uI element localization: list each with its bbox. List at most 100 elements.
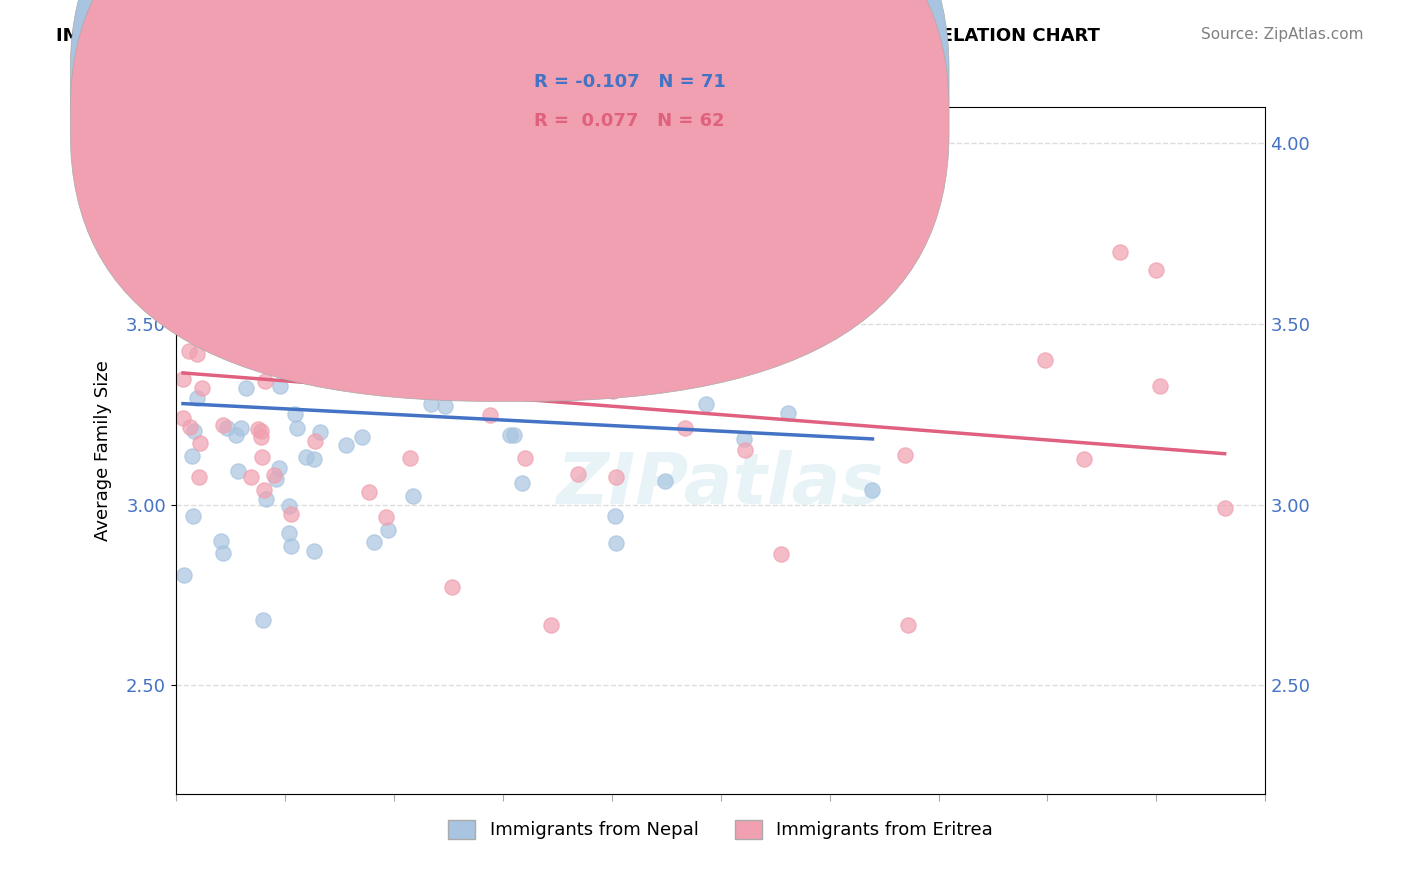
Point xyxy=(226,464,249,478)
Point xyxy=(250,424,273,438)
Point xyxy=(1033,352,1056,367)
Point xyxy=(530,341,553,355)
Text: IMMIGRANTS FROM NEPAL VS IMMIGRANTS FROM ERITREA AVERAGE FAMILY SIZE CORRELATION: IMMIGRANTS FROM NEPAL VS IMMIGRANTS FROM… xyxy=(56,27,1099,45)
Point xyxy=(297,301,319,316)
Point xyxy=(273,334,295,349)
Point xyxy=(283,300,305,314)
Point xyxy=(308,425,330,439)
Point xyxy=(363,535,385,549)
Point xyxy=(1213,500,1236,515)
Point xyxy=(335,437,357,451)
Text: ZIPatlas: ZIPatlas xyxy=(557,450,884,519)
Point xyxy=(304,451,326,466)
Point xyxy=(713,340,735,354)
Point xyxy=(598,350,620,364)
Point xyxy=(464,285,486,299)
Point xyxy=(283,314,305,328)
Point xyxy=(605,469,627,483)
Point xyxy=(253,299,276,313)
Point xyxy=(505,381,527,395)
Point xyxy=(217,324,239,338)
Point xyxy=(402,489,425,503)
Point xyxy=(256,492,278,507)
Point xyxy=(1109,244,1132,259)
Point xyxy=(384,337,406,351)
Point xyxy=(420,397,443,411)
Point xyxy=(267,461,290,475)
Point xyxy=(264,472,287,486)
Point xyxy=(180,449,202,463)
Text: Source: ZipAtlas.com: Source: ZipAtlas.com xyxy=(1201,27,1364,42)
Point xyxy=(204,305,226,319)
Point xyxy=(332,281,354,295)
Point xyxy=(734,443,756,458)
Point xyxy=(346,311,368,326)
Point xyxy=(271,282,294,296)
Point xyxy=(368,367,391,381)
Point xyxy=(294,450,316,464)
Point xyxy=(186,190,209,204)
Point xyxy=(252,613,274,627)
Point xyxy=(603,508,626,523)
Point xyxy=(181,508,204,523)
Point xyxy=(209,534,232,549)
Text: R =  0.077   N = 62: R = 0.077 N = 62 xyxy=(534,112,725,130)
Point xyxy=(377,524,399,538)
Point xyxy=(1073,452,1095,467)
Point xyxy=(457,301,479,315)
Point xyxy=(413,334,436,348)
Point xyxy=(198,145,221,159)
Point xyxy=(312,267,335,281)
Point xyxy=(250,430,273,444)
Point xyxy=(307,371,329,385)
Point xyxy=(322,358,344,372)
Point xyxy=(510,476,533,491)
Point xyxy=(776,406,799,420)
Point xyxy=(467,383,489,397)
Point xyxy=(172,204,194,219)
Point xyxy=(733,433,755,447)
Point xyxy=(229,420,252,434)
Point xyxy=(211,417,233,432)
Point xyxy=(225,428,247,442)
Point xyxy=(399,382,422,396)
Point xyxy=(399,450,422,465)
Point xyxy=(179,154,201,169)
Point xyxy=(194,201,217,215)
Point xyxy=(441,581,464,595)
Point xyxy=(352,430,374,444)
Point xyxy=(187,469,209,483)
Point xyxy=(177,344,200,359)
Point xyxy=(188,436,211,450)
Point xyxy=(269,379,291,393)
Point xyxy=(769,548,792,562)
Point xyxy=(277,500,299,514)
Point xyxy=(513,450,536,465)
Point xyxy=(247,422,270,436)
Point xyxy=(655,365,678,379)
Text: R = -0.107   N = 71: R = -0.107 N = 71 xyxy=(534,73,725,91)
Point xyxy=(502,428,524,442)
Point xyxy=(894,448,917,462)
Point xyxy=(191,382,214,396)
Point xyxy=(280,540,302,554)
Point xyxy=(695,397,717,411)
Point xyxy=(374,248,396,262)
Y-axis label: Average Family Size: Average Family Size xyxy=(94,360,112,541)
Point xyxy=(897,618,920,632)
Point xyxy=(359,485,381,500)
Point xyxy=(239,470,262,484)
Point xyxy=(173,568,195,582)
Point xyxy=(1146,262,1168,277)
Point xyxy=(179,308,201,322)
Point xyxy=(215,421,238,435)
Point xyxy=(602,384,624,398)
Point xyxy=(247,346,270,360)
Point xyxy=(236,285,259,299)
Point xyxy=(294,159,316,173)
Point xyxy=(499,428,522,442)
Point xyxy=(599,369,621,384)
Point xyxy=(567,467,589,482)
Point xyxy=(605,535,627,549)
Point xyxy=(291,309,314,323)
